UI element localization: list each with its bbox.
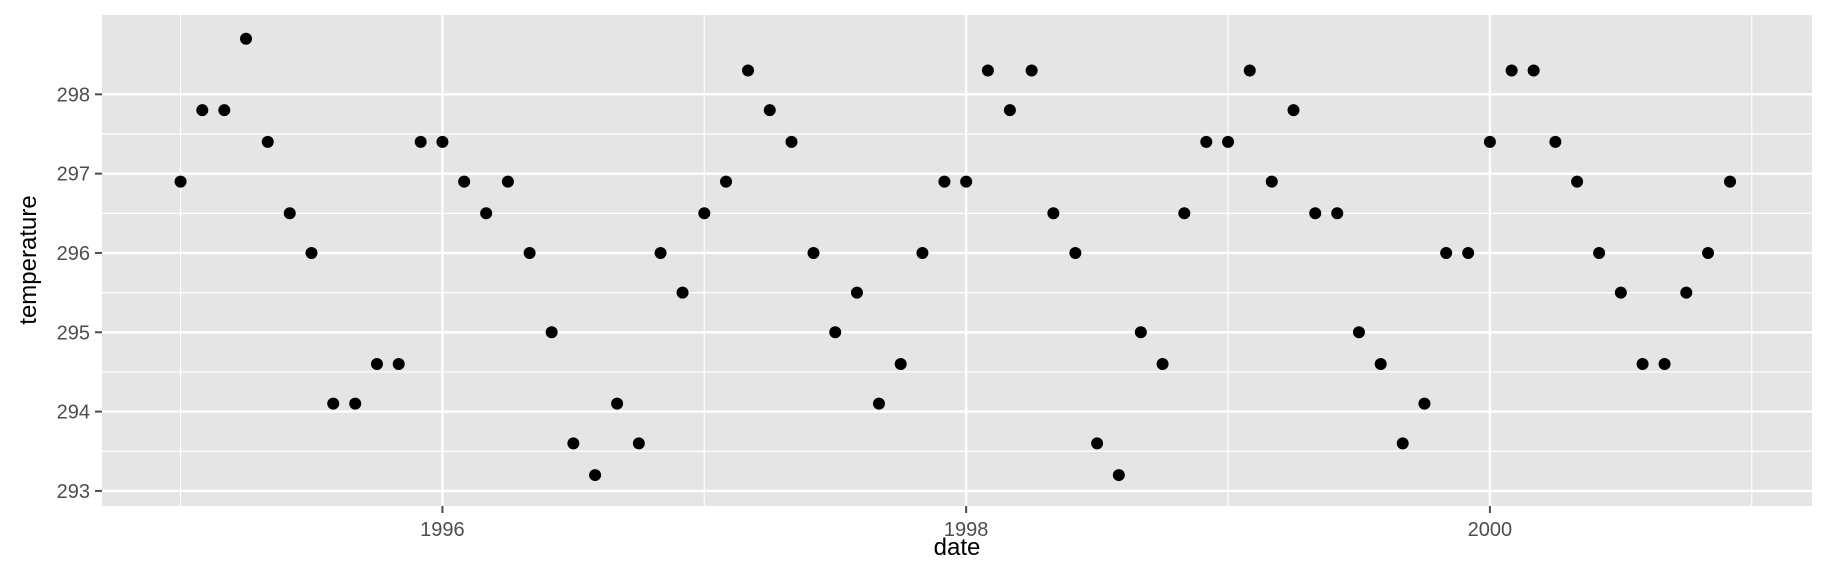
data-point bbox=[1527, 64, 1540, 77]
data-point bbox=[1352, 326, 1365, 339]
data-point bbox=[1571, 175, 1584, 188]
data-point bbox=[960, 175, 973, 188]
data-point bbox=[807, 246, 820, 259]
y-axis: 293 294 295 296 297 298 bbox=[57, 84, 102, 503]
data-point bbox=[523, 246, 536, 259]
data-point bbox=[938, 175, 951, 188]
data-point bbox=[1003, 104, 1016, 117]
x-axis: 1996 1998 2000 bbox=[420, 506, 1512, 541]
data-point bbox=[327, 397, 340, 410]
plot-panel bbox=[102, 15, 1812, 506]
data-point bbox=[916, 246, 929, 259]
data-point bbox=[567, 437, 580, 450]
data-point bbox=[1396, 437, 1409, 450]
data-point bbox=[1593, 246, 1606, 259]
data-point bbox=[1200, 135, 1213, 148]
data-point bbox=[218, 104, 231, 117]
data-point bbox=[1462, 246, 1475, 259]
data-point bbox=[981, 64, 994, 77]
data-point bbox=[1112, 469, 1125, 482]
y-tick-label: 297 bbox=[57, 164, 90, 186]
data-point bbox=[1222, 135, 1235, 148]
data-point bbox=[850, 286, 863, 299]
data-point bbox=[1636, 358, 1649, 371]
data-point bbox=[1265, 175, 1278, 188]
data-point bbox=[1156, 358, 1169, 371]
data-point bbox=[589, 469, 602, 482]
data-point bbox=[1309, 207, 1322, 220]
data-point bbox=[632, 437, 645, 450]
data-point bbox=[785, 135, 798, 148]
data-point bbox=[480, 207, 493, 220]
data-point bbox=[392, 358, 405, 371]
y-tick-label: 295 bbox=[57, 322, 90, 344]
data-point bbox=[872, 397, 885, 410]
data-point bbox=[1134, 326, 1147, 339]
data-point bbox=[1374, 358, 1387, 371]
data-point bbox=[720, 175, 733, 188]
data-point bbox=[829, 326, 842, 339]
data-point bbox=[1505, 64, 1518, 77]
y-axis-title: temperature bbox=[15, 195, 42, 324]
data-point bbox=[1614, 286, 1627, 299]
data-point bbox=[1069, 246, 1082, 259]
data-point bbox=[611, 397, 624, 410]
data-point bbox=[414, 135, 427, 148]
data-point bbox=[1331, 207, 1344, 220]
data-point bbox=[1287, 104, 1300, 117]
data-point bbox=[261, 135, 274, 148]
data-point bbox=[1680, 286, 1693, 299]
data-point bbox=[370, 358, 383, 371]
data-point bbox=[501, 175, 514, 188]
data-point bbox=[1724, 175, 1737, 188]
data-point bbox=[1440, 246, 1453, 259]
data-point bbox=[894, 358, 907, 371]
data-point bbox=[545, 326, 558, 339]
data-points bbox=[174, 32, 1737, 482]
y-tick-label: 294 bbox=[57, 402, 90, 424]
data-point bbox=[1091, 437, 1104, 450]
data-point bbox=[698, 207, 711, 220]
x-axis-title: date bbox=[934, 534, 981, 561]
data-point bbox=[1025, 64, 1038, 77]
x-tick-label: 1998 bbox=[944, 519, 989, 541]
y-tick-label: 296 bbox=[57, 243, 90, 265]
y-tick-label: 298 bbox=[57, 84, 90, 106]
major-gridlines bbox=[102, 15, 1812, 506]
data-point bbox=[458, 175, 471, 188]
data-point bbox=[436, 135, 449, 148]
data-point bbox=[1243, 64, 1256, 77]
data-point bbox=[1047, 207, 1060, 220]
data-point bbox=[676, 286, 689, 299]
data-point bbox=[283, 207, 296, 220]
data-point bbox=[763, 104, 776, 117]
data-point bbox=[349, 397, 362, 410]
x-tick-label: 2000 bbox=[1468, 519, 1513, 541]
y-tick-label: 293 bbox=[57, 481, 90, 503]
data-point bbox=[174, 175, 187, 188]
minor-gridlines bbox=[102, 15, 1812, 506]
data-point bbox=[305, 246, 318, 259]
data-point bbox=[1549, 135, 1562, 148]
data-point bbox=[654, 246, 667, 259]
data-point bbox=[1483, 135, 1496, 148]
data-point bbox=[1702, 246, 1715, 259]
data-point bbox=[1178, 207, 1191, 220]
data-point bbox=[1658, 358, 1671, 371]
x-tick-label: 1996 bbox=[420, 519, 465, 541]
data-point bbox=[240, 32, 253, 45]
data-point bbox=[1418, 397, 1431, 410]
data-point bbox=[196, 104, 209, 117]
data-point bbox=[742, 64, 755, 77]
